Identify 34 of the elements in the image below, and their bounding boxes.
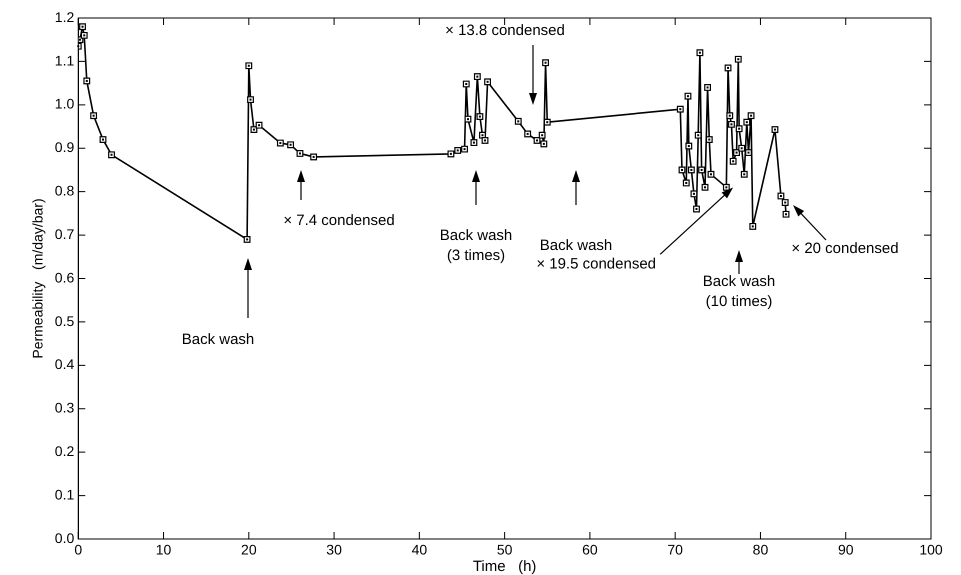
y-axis-title: Permeability (m/day/bar) <box>29 198 46 359</box>
y-tick-label: 0.0 <box>54 530 74 546</box>
annotation: × 13.8 condensed <box>445 22 565 40</box>
x-tick-label: 30 <box>326 541 342 558</box>
annotation: × 19.5 condensed <box>536 255 656 272</box>
x-tick-label: 60 <box>582 541 598 558</box>
annotation: × 7.4 condensed <box>283 212 395 230</box>
y-tick-label: 1.0 <box>54 96 74 112</box>
annotation: Back wash (3 times) <box>440 227 512 264</box>
x-tick-label: 40 <box>412 541 428 558</box>
annotation: Back wash <box>182 331 254 348</box>
y-tick-label: 1.2 <box>54 8 74 25</box>
y-tick-label: 0.4 <box>54 356 74 372</box>
x-tick-label: 0 <box>74 541 82 558</box>
y-tick-label: 0.9 <box>54 139 74 156</box>
x-tick-label: 100 <box>919 541 943 558</box>
y-tick-label: 0.7 <box>54 226 74 242</box>
x-tick-label: 50 <box>496 541 513 558</box>
y-tick-label: 0.2 <box>54 443 74 460</box>
y-tick-label: 0.8 <box>54 182 74 199</box>
x-tick-label: 80 <box>752 541 768 558</box>
y-tick-label: 0.6 <box>54 269 74 286</box>
y-tick-label: 1.1 <box>54 52 74 68</box>
x-tick-label: 90 <box>838 541 854 558</box>
annotation: × 20 condensed <box>791 240 899 258</box>
y-tick-label: 0.3 <box>54 400 74 416</box>
x-tick-label: 70 <box>667 541 684 558</box>
x-axis-title: Time (h) <box>472 558 536 575</box>
annotation: Back wash <box>540 237 612 254</box>
x-tick-label: 20 <box>241 541 257 558</box>
annotation: Back wash (10 times) <box>702 273 776 310</box>
x-tick-label: 10 <box>156 541 172 558</box>
y-tick-label: 0.1 <box>54 486 74 502</box>
y-tick-label: 0.5 <box>54 312 74 329</box>
